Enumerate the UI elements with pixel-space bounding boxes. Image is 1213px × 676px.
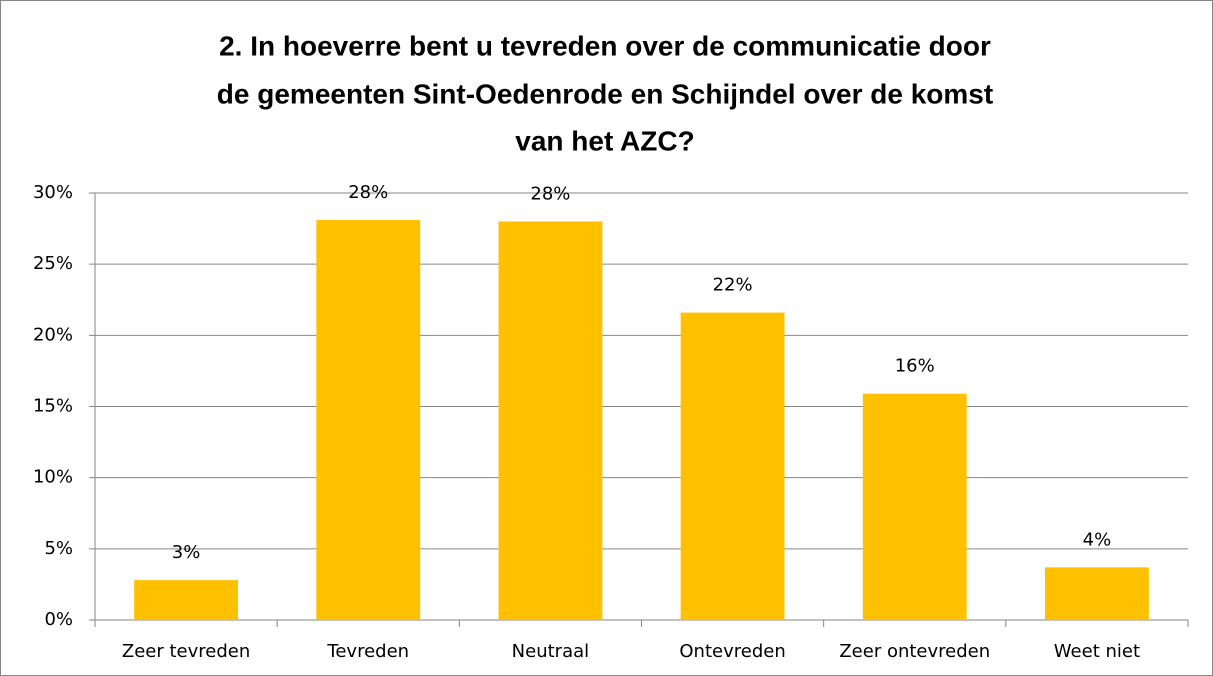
x-tick-label: Tevreden [326,641,409,662]
y-tick-label: 20% [33,324,73,345]
x-tick-label: Ontevreden [679,641,785,662]
y-tick-label: 10% [33,467,73,488]
data-label: 3% [172,542,201,563]
x-tick-label: Zeer ontevreden [839,641,990,662]
bar [498,221,603,620]
y-tick-label: 0% [44,609,73,630]
x-tick-label: Weet niet [1054,641,1140,662]
chart-title: de gemeenten Sint-Oedenrode en Schijndel… [217,78,993,109]
x-tick-label: Zeer tevreden [122,641,250,662]
bar [134,580,239,620]
bar [1044,567,1149,620]
bar [316,220,421,620]
data-label: 22% [713,275,753,296]
chart-title: 2. In hoeverre bent u tevreden over de c… [219,30,991,61]
y-tick-label: 30% [33,182,73,203]
data-label: 28% [530,183,570,204]
bar [862,393,967,620]
y-tick-label: 25% [33,253,73,274]
bar [680,312,785,620]
chart-title: van het AZC? [515,125,694,156]
y-tick-label: 5% [44,538,73,559]
data-label: 28% [348,182,388,203]
data-label: 4% [1083,529,1112,550]
x-tick-label: Neutraal [512,641,589,662]
y-tick-label: 15% [33,396,73,417]
data-label: 16% [895,356,935,377]
